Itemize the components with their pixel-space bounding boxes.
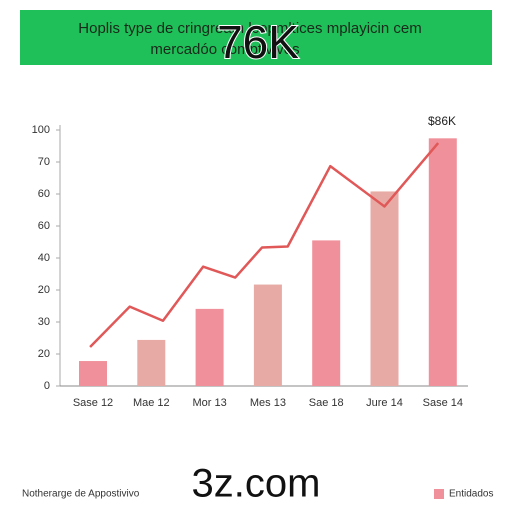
watermark: 76K	[217, 16, 299, 68]
x-tick-label: Sase 14	[423, 397, 463, 409]
y-tick-label: 60	[38, 188, 50, 200]
y-tick-label: 100	[32, 124, 50, 136]
x-tick-label: Jure 14	[366, 397, 403, 409]
bar	[428, 138, 457, 386]
x-tick-label: Sase 12	[73, 397, 113, 409]
x-tick-label: Mae 12	[133, 397, 170, 409]
footer-text: Notherarge de Appostivivo	[22, 489, 140, 500]
y-tick-label: 20	[38, 284, 50, 296]
y-tick-label: 60	[38, 220, 50, 232]
x-tick-label: Mes 13	[250, 397, 286, 409]
header-banner	[20, 10, 492, 65]
y-tick-label: 40	[38, 252, 50, 264]
x-tick-label: Mor 13	[192, 397, 226, 409]
legend-swatch	[434, 489, 444, 499]
bar	[137, 339, 166, 386]
legend-label: Entidados	[449, 489, 493, 500]
bar	[312, 240, 341, 386]
bar	[370, 191, 399, 386]
y-tick-label: 0	[44, 380, 50, 392]
chart-title: Hoplis type de cringream lcopmltices mpl…	[78, 20, 421, 37]
bar	[79, 361, 107, 386]
chart-title: mercadóo comptivives	[150, 41, 299, 58]
y-tick-label: 20	[38, 348, 50, 360]
annotation: $86K	[428, 114, 456, 128]
line	[89, 142, 440, 348]
y-tick-label: 30	[38, 316, 50, 328]
y-tick-label: 70	[38, 156, 50, 168]
bar	[195, 308, 224, 386]
bar	[253, 284, 282, 386]
x-tick-label: Sae 18	[309, 397, 344, 409]
watermark: 3z.com	[192, 462, 321, 506]
